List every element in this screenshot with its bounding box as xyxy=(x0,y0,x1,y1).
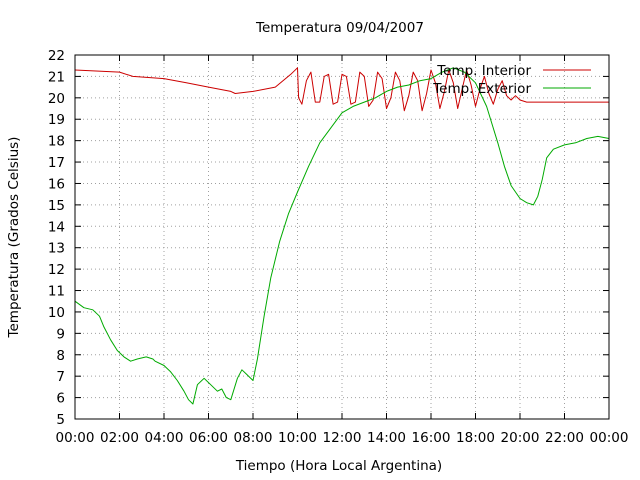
y-tick-label: 21 xyxy=(48,69,65,85)
y-tick-label: 11 xyxy=(48,284,65,300)
plot-frame xyxy=(74,54,610,420)
legend: Temp. Interior Temp. Exterior xyxy=(432,63,591,97)
y-tick-label: 6 xyxy=(56,391,65,407)
axes: 5 6 7 8 9 10 11 12 13 14 15 16 17 18 19 20 21 22 00:00 02:0… xyxy=(48,48,629,446)
chart-title: Temperatura 09/04/2007 xyxy=(255,20,424,36)
grid-lines xyxy=(75,55,609,419)
y-tick-label: 10 xyxy=(48,305,65,321)
x-tick-label: 06:00 xyxy=(189,430,228,446)
y-tick-label: 18 xyxy=(48,134,65,150)
x-tick-label: 22:00 xyxy=(545,430,584,446)
x-tick-label: 02:00 xyxy=(100,430,139,446)
x-axis-label: Tiempo (Hora Local Argentina) xyxy=(235,458,442,474)
x-tick-label: 14:00 xyxy=(367,430,406,446)
x-tick-label: 18:00 xyxy=(456,430,495,446)
x-tick-label: 20:00 xyxy=(501,430,540,446)
y-tick-label: 14 xyxy=(48,219,65,235)
y-tick-label: 16 xyxy=(48,176,65,192)
y-tick-label: 5 xyxy=(56,412,65,428)
x-tick-label: 12:00 xyxy=(323,430,362,446)
y-tick-label: 19 xyxy=(48,112,65,128)
x-tick-label: 00:00 xyxy=(56,430,95,446)
x-tick-label: 00:00 xyxy=(590,430,629,446)
series-line-exterior xyxy=(74,67,610,405)
series-line-interior xyxy=(74,67,609,112)
y-tick-label: 9 xyxy=(56,326,65,342)
x-tick-label: 08:00 xyxy=(234,430,273,446)
x-tick-label: 16:00 xyxy=(412,430,451,446)
legend-label: Temp. Interior xyxy=(436,63,531,79)
y-tick-label: 8 xyxy=(56,348,65,364)
y-tick-label: 12 xyxy=(48,262,65,278)
series-lines xyxy=(74,67,610,405)
y-tick-label: 7 xyxy=(56,369,65,385)
x-tick-label: 10:00 xyxy=(278,430,317,446)
x-tick-label: 04:00 xyxy=(145,430,184,446)
y-tick-label: 17 xyxy=(48,155,65,171)
y-tick-label: 22 xyxy=(48,48,65,64)
y-tick-label: 13 xyxy=(48,241,65,257)
y-tick-label: 15 xyxy=(48,198,65,214)
y-axis-label: Temperatura (Grados Celsius) xyxy=(6,137,22,339)
y-tick-label: 20 xyxy=(48,91,65,107)
legend-label: Temp. Exterior xyxy=(432,81,531,97)
